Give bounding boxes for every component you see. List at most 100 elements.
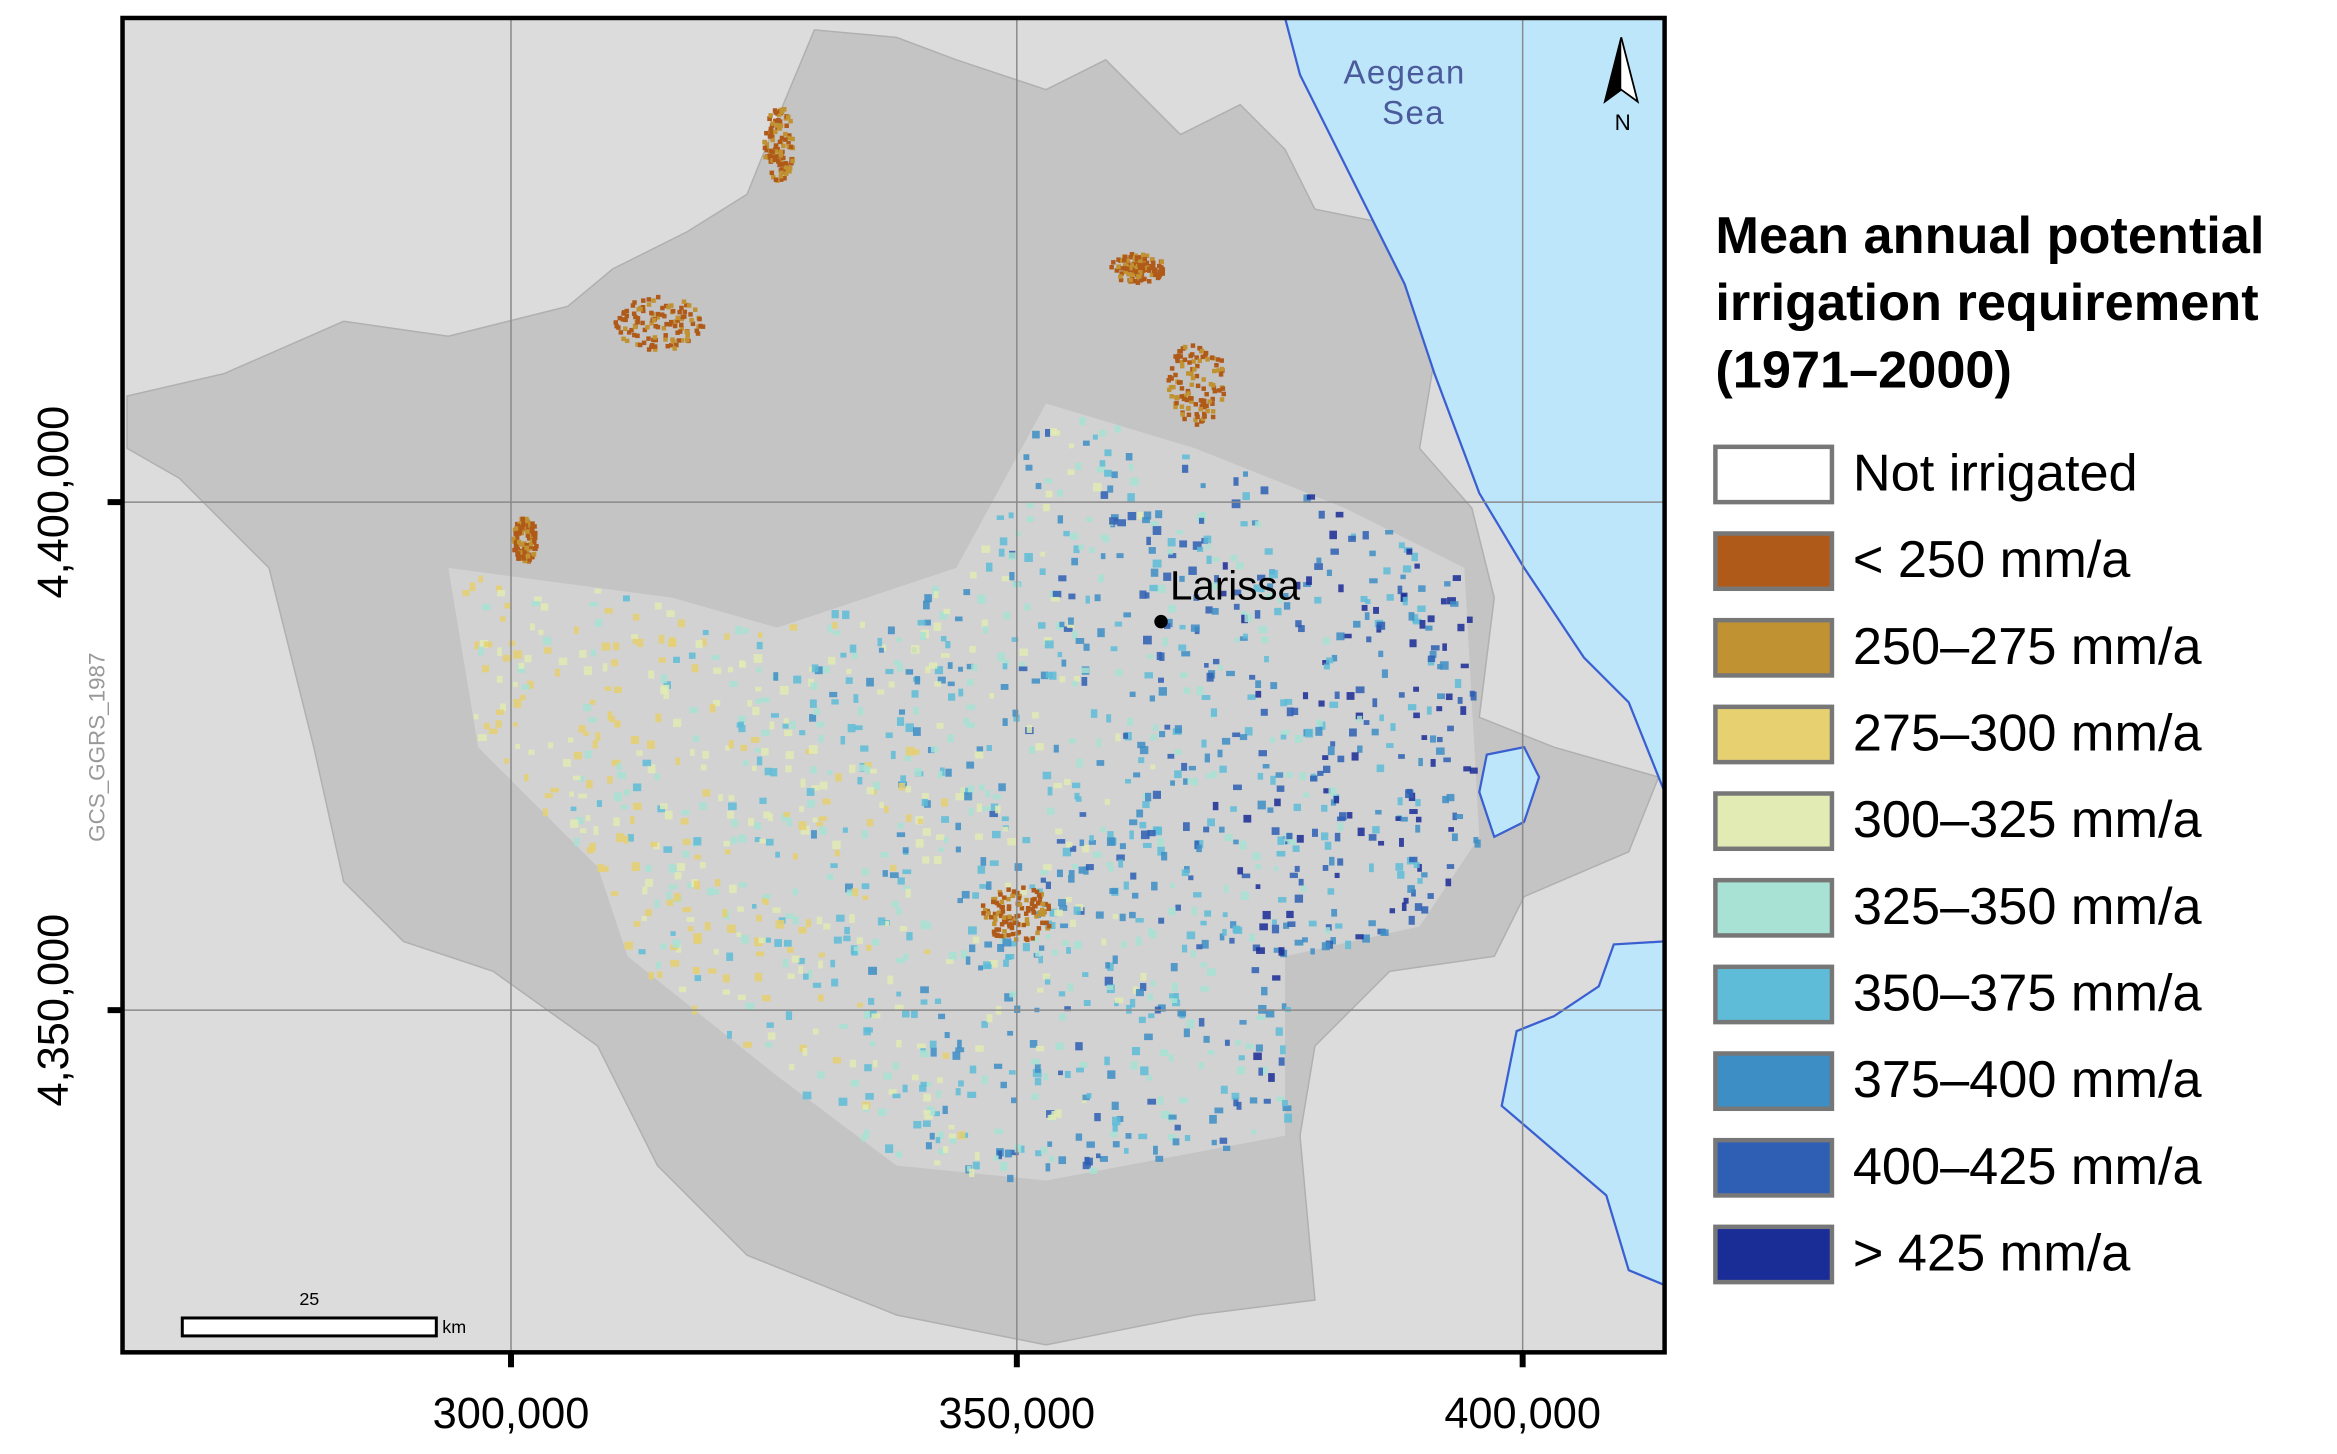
irrigation-pixel	[972, 936, 980, 944]
irrigation-pixel	[1137, 259, 1143, 264]
irrigation-pixel	[1218, 372, 1224, 377]
irrigation-pixel	[1444, 581, 1451, 587]
irrigation-pixel	[1143, 635, 1152, 645]
irrigation-pixel	[504, 758, 509, 764]
irrigation-pixel	[1206, 968, 1216, 976]
irrigation-pixel	[883, 1072, 893, 1080]
irrigation-pixel	[929, 1040, 937, 1049]
irrigation-pixel	[1108, 866, 1114, 872]
irrigation-pixel	[1210, 401, 1215, 406]
irrigation-pixel	[1204, 910, 1212, 917]
irrigation-pixel	[769, 130, 774, 136]
irrigation-pixel	[948, 951, 957, 960]
irrigation-pixel	[540, 603, 549, 611]
irrigation-pixel	[975, 1045, 984, 1052]
irrigation-pixel	[1063, 530, 1070, 537]
irrigation-pixel	[1072, 630, 1078, 639]
irrigation-pixel	[966, 761, 975, 769]
irrigation-pixel	[1219, 933, 1225, 941]
irrigation-pixel	[515, 744, 520, 750]
irrigation-pixel	[1447, 725, 1454, 732]
irrigation-pixel	[1278, 1057, 1285, 1066]
irrigation-pixel	[1042, 973, 1051, 980]
irrigation-pixel	[1232, 925, 1241, 933]
irrigation-pixel	[1229, 937, 1235, 944]
irrigation-pixel	[1001, 915, 1007, 920]
irrigation-pixel	[672, 939, 681, 948]
irrigation-pixel	[1014, 1143, 1022, 1153]
irrigation-pixel	[1072, 782, 1081, 789]
irrigation-pixel	[1174, 1124, 1181, 1131]
irrigation-pixel	[1146, 654, 1154, 659]
irrigation-pixel	[849, 644, 857, 653]
irrigation-pixel	[1445, 878, 1452, 887]
irrigation-pixel	[763, 811, 771, 819]
irrigation-pixel	[1137, 262, 1142, 268]
irrigation-pixel	[1427, 655, 1436, 663]
irrigation-pixel	[1104, 1056, 1110, 1066]
irrigation-pixel	[1425, 625, 1433, 631]
irrigation-pixel	[997, 944, 1005, 952]
irrigation-pixel	[1271, 924, 1280, 934]
irrigation-pixel	[900, 775, 907, 785]
irrigation-pixel	[1070, 845, 1077, 852]
irrigation-pixel	[1351, 752, 1359, 761]
irrigation-pixel	[1138, 1133, 1148, 1140]
irrigation-pixel	[578, 725, 586, 733]
irrigation-pixel	[651, 317, 657, 323]
irrigation-pixel	[1286, 707, 1294, 717]
irrigation-pixel	[812, 817, 818, 823]
irrigation-pixel	[690, 748, 695, 756]
irrigation-pixel	[615, 833, 625, 843]
irrigation-pixel	[864, 1129, 870, 1139]
irrigation-pixel	[692, 966, 698, 974]
irrigation-pixel	[921, 793, 929, 799]
irrigation-pixel	[711, 654, 720, 661]
irrigation-pixel	[1210, 582, 1219, 590]
irrigation-pixel	[1152, 724, 1159, 731]
irrigation-pixel	[1137, 265, 1143, 270]
irrigation-pixel	[1264, 656, 1269, 663]
irrigation-pixel	[1122, 265, 1127, 271]
irrigation-pixel	[1326, 657, 1334, 664]
irrigation-pixel	[1034, 1064, 1041, 1073]
irrigation-pixel	[1331, 654, 1338, 662]
irrigation-pixel	[929, 1132, 935, 1140]
irrigation-pixel	[969, 571, 977, 579]
irrigation-pixel	[1196, 844, 1202, 853]
irrigation-pixel	[887, 975, 894, 985]
irrigation-pixel	[513, 650, 523, 659]
irrigation-pixel	[1089, 835, 1094, 842]
irrigation-pixel	[462, 590, 470, 597]
irrigation-pixel	[1059, 905, 1068, 911]
irrigation-pixel	[924, 594, 932, 603]
irrigation-pixel	[632, 324, 638, 330]
irrigation-pixel	[1255, 1044, 1263, 1052]
irrigation-pixel	[1071, 557, 1079, 566]
irrigation-pixel	[877, 917, 886, 926]
irrigation-pixel	[1082, 1161, 1091, 1170]
irrigation-pixel	[1292, 845, 1300, 852]
irrigation-pixel	[1024, 603, 1031, 611]
irrigation-pixel	[754, 937, 763, 947]
irrigation-pixel	[578, 776, 585, 782]
irrigation-pixel	[861, 883, 870, 890]
irrigation-pixel	[920, 920, 927, 929]
irrigation-pixel	[1099, 1156, 1108, 1162]
irrigation-pixel	[1210, 396, 1215, 402]
irrigation-pixel	[1042, 771, 1052, 780]
irrigation-pixel	[1323, 765, 1331, 774]
irrigation-pixel	[1033, 903, 1038, 909]
irrigation-pixel	[770, 158, 775, 163]
irrigation-pixel	[1256, 947, 1265, 954]
irrigation-pixel	[1463, 766, 1472, 772]
irrigation-pixel	[1024, 553, 1033, 562]
irrigation-pixel	[1040, 920, 1045, 926]
irrigation-pixel	[885, 1144, 894, 1153]
irrigation-pixel	[787, 165, 793, 171]
irrigation-pixel	[1035, 1150, 1042, 1157]
irrigation-pixel	[1199, 348, 1205, 354]
irrigation-pixel	[986, 745, 992, 752]
irrigation-pixel	[586, 846, 595, 854]
irrigation-pixel	[859, 621, 866, 628]
